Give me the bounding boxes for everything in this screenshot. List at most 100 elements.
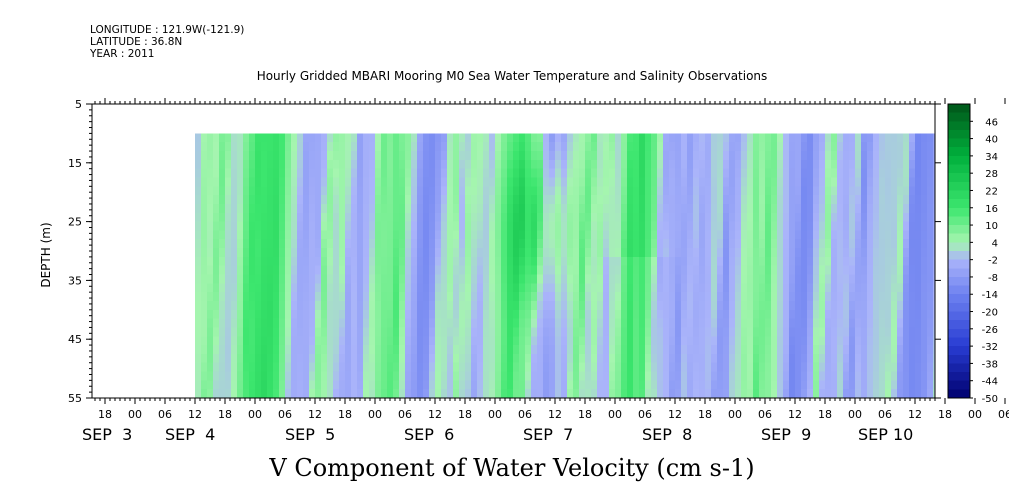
colorbar-segment bbox=[948, 242, 970, 252]
heatmap-cell bbox=[465, 265, 472, 276]
heatmap-cell bbox=[309, 203, 316, 214]
heatmap-cell bbox=[873, 345, 880, 355]
heatmap-cell bbox=[819, 292, 826, 302]
heatmap-cell bbox=[813, 133, 820, 143]
heatmap-cell bbox=[273, 159, 280, 170]
heatmap-cell bbox=[285, 195, 292, 205]
heatmap-cell bbox=[597, 230, 604, 240]
heatmap-cell bbox=[339, 380, 346, 390]
heatmap-cell bbox=[207, 283, 214, 293]
heatmap-cell bbox=[453, 230, 460, 240]
heatmap-cell bbox=[315, 239, 322, 249]
heatmap-cell bbox=[777, 221, 784, 232]
heatmap-cell bbox=[357, 371, 364, 381]
heatmap-cell bbox=[369, 168, 376, 179]
heatmap-cell bbox=[855, 168, 862, 179]
heatmap-cell bbox=[579, 345, 586, 355]
heatmap-cell bbox=[915, 159, 922, 170]
heatmap-cell bbox=[699, 142, 706, 152]
heatmap-cell bbox=[609, 371, 616, 381]
heatmap-cell bbox=[573, 309, 580, 320]
heatmap-cell bbox=[741, 221, 748, 232]
heatmap-cell bbox=[711, 186, 718, 196]
heatmap-cell bbox=[669, 380, 676, 390]
heatmap-cell bbox=[567, 248, 574, 258]
heatmap-cell bbox=[351, 248, 358, 258]
heatmap-cell bbox=[735, 195, 742, 205]
x-tick-label: 00 bbox=[848, 408, 862, 421]
heatmap-cell bbox=[927, 265, 934, 276]
heatmap-cell bbox=[687, 230, 694, 240]
heatmap-cell bbox=[219, 195, 226, 205]
heatmap-cell bbox=[897, 292, 904, 302]
heatmap-cell bbox=[477, 274, 484, 284]
heatmap-cell bbox=[375, 274, 382, 284]
heatmap-cell bbox=[567, 186, 574, 196]
heatmap-cell bbox=[501, 300, 508, 311]
heatmap-cell bbox=[411, 177, 418, 187]
heatmap-cell bbox=[477, 256, 484, 267]
heatmap-cell bbox=[453, 265, 460, 276]
heatmap-cell bbox=[213, 230, 220, 240]
heatmap-cell bbox=[891, 142, 898, 152]
heatmap-cell bbox=[213, 133, 220, 143]
heatmap-cell bbox=[873, 177, 880, 187]
heatmap-cell bbox=[687, 159, 694, 170]
heatmap-cell bbox=[459, 353, 466, 364]
heatmap-cell bbox=[531, 142, 538, 152]
heatmap-cell bbox=[681, 309, 688, 320]
heatmap-cell bbox=[747, 292, 754, 302]
heatmap-cell bbox=[777, 159, 784, 170]
heatmap-cell bbox=[423, 362, 430, 373]
heatmap-cell bbox=[399, 230, 406, 240]
heatmap-cell bbox=[825, 168, 832, 179]
heatmap-cell bbox=[207, 265, 214, 276]
heatmap-cell bbox=[225, 248, 232, 258]
heatmap-cell bbox=[897, 159, 904, 170]
heatmap-cell bbox=[585, 371, 592, 381]
heatmap-cell bbox=[339, 195, 346, 205]
heatmap-cell bbox=[915, 256, 922, 267]
heatmap-cell bbox=[771, 239, 778, 249]
heatmap-cell bbox=[795, 159, 802, 170]
heatmap-cell bbox=[717, 230, 724, 240]
heatmap-cell bbox=[507, 327, 514, 337]
heatmap-cell bbox=[381, 239, 388, 249]
heatmap-cell bbox=[693, 239, 700, 249]
heatmap-cell bbox=[435, 371, 442, 381]
heatmap-cell bbox=[195, 327, 202, 337]
heatmap-cell bbox=[693, 256, 700, 267]
heatmap-cell bbox=[723, 336, 730, 346]
heatmap-cell bbox=[591, 151, 598, 161]
heatmap-cell bbox=[339, 221, 346, 232]
heatmap-cell bbox=[405, 195, 412, 205]
heatmap-cell bbox=[399, 142, 406, 152]
heatmap-cell bbox=[705, 168, 712, 179]
heatmap-cell bbox=[519, 186, 526, 196]
heatmap-cell bbox=[627, 256, 634, 267]
heatmap-cell bbox=[207, 195, 214, 205]
heatmap-cell bbox=[423, 159, 430, 170]
heatmap-cell bbox=[615, 336, 622, 346]
heatmap-cell bbox=[417, 159, 424, 170]
heatmap-cell bbox=[393, 283, 400, 293]
heatmap-cell bbox=[351, 353, 358, 364]
heatmap-cell bbox=[213, 248, 220, 258]
heatmap-cell bbox=[297, 353, 304, 364]
heatmap-cell bbox=[717, 274, 724, 284]
heatmap-cell bbox=[207, 309, 214, 320]
heatmap-cell bbox=[831, 283, 838, 293]
heatmap-cell bbox=[453, 151, 460, 161]
heatmap-cell bbox=[777, 248, 784, 258]
heatmap-cell bbox=[825, 362, 832, 373]
heatmap-cell bbox=[507, 353, 514, 364]
heatmap-cell bbox=[531, 186, 538, 196]
heatmap-cell bbox=[411, 309, 418, 320]
x-tick-label: 00 bbox=[488, 408, 502, 421]
heatmap-cell bbox=[603, 318, 610, 329]
heatmap-cell bbox=[453, 309, 460, 320]
heatmap-cell bbox=[717, 265, 724, 276]
heatmap-cell bbox=[819, 283, 826, 293]
heatmap-cell bbox=[279, 292, 286, 302]
colorbar-segment bbox=[948, 372, 970, 382]
